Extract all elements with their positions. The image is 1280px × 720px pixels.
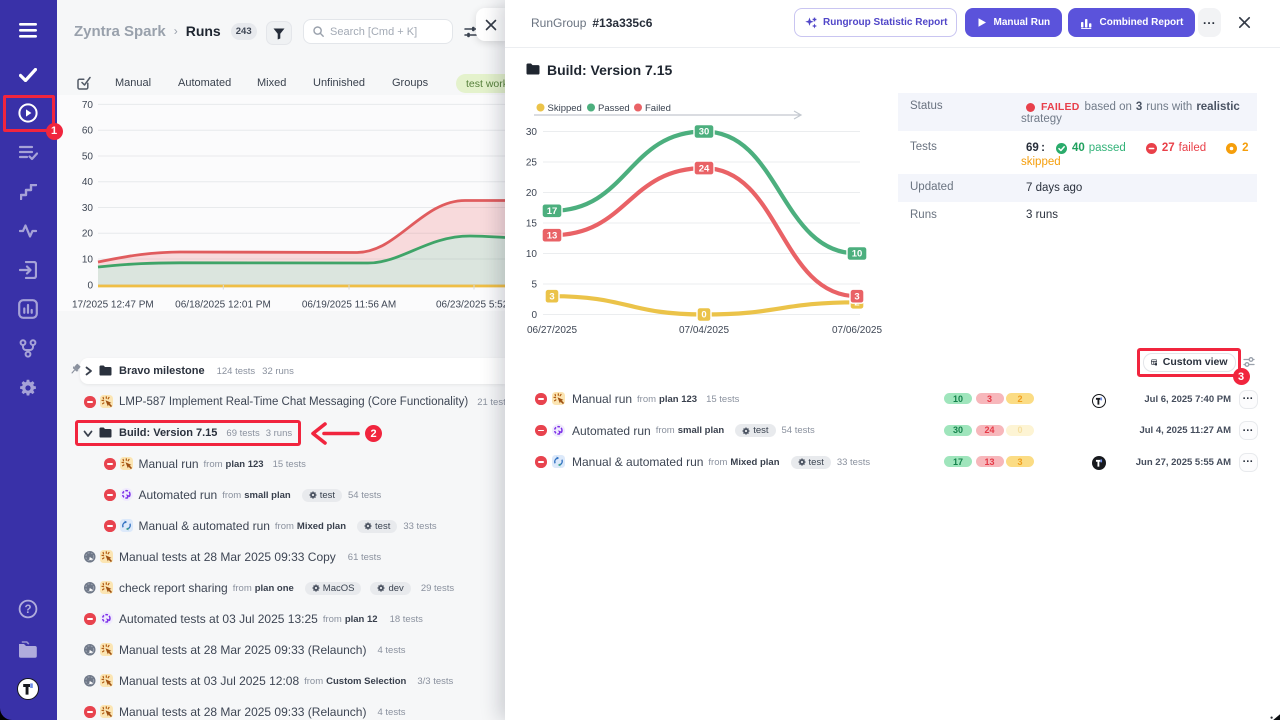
svg-text:10: 10 (852, 249, 863, 260)
svg-text:?: ? (24, 604, 31, 616)
svg-text:20: 20 (526, 188, 538, 199)
svg-text:15: 15 (526, 219, 538, 230)
svg-text:06/18/2025 12:01 PM: 06/18/2025 12:01 PM (175, 300, 271, 311)
svg-text:13: 13 (547, 230, 558, 241)
svg-text:40: 40 (82, 177, 94, 188)
svg-text:06/27/2025: 06/27/2025 (527, 325, 577, 336)
svg-text:30: 30 (82, 203, 94, 214)
svg-text:30: 30 (699, 127, 710, 138)
svg-text:07/04/2025: 07/04/2025 (679, 325, 729, 336)
svg-text:25: 25 (526, 158, 538, 169)
svg-text:10: 10 (82, 255, 94, 266)
svg-text:06/19/2025 11:56 AM: 06/19/2025 11:56 AM (302, 300, 396, 311)
svg-text:0: 0 (87, 280, 93, 291)
svg-text:Failed: Failed (645, 103, 671, 114)
svg-text:Passed: Passed (598, 103, 630, 114)
svg-text:24: 24 (699, 163, 710, 174)
svg-text:70: 70 (82, 100, 94, 111)
svg-text:17/2025 12:47 PM: 17/2025 12:47 PM (72, 300, 154, 311)
svg-text:5: 5 (531, 280, 537, 291)
svg-text:0: 0 (701, 310, 706, 321)
svg-text:30: 30 (526, 127, 538, 138)
svg-text:Skipped: Skipped (548, 103, 582, 114)
svg-text:07/06/2025: 07/06/2025 (832, 325, 882, 336)
svg-text:3: 3 (854, 291, 859, 302)
svg-text:50: 50 (82, 152, 94, 163)
svg-text:60: 60 (82, 126, 94, 137)
svg-text:0: 0 (531, 310, 537, 321)
svg-text:3: 3 (549, 291, 554, 302)
svg-text:06/23/2025 5:52 F: 06/23/2025 5:52 F (436, 300, 505, 311)
svg-text:10: 10 (526, 249, 538, 260)
svg-text:20: 20 (82, 229, 94, 240)
svg-text:17: 17 (547, 206, 558, 217)
